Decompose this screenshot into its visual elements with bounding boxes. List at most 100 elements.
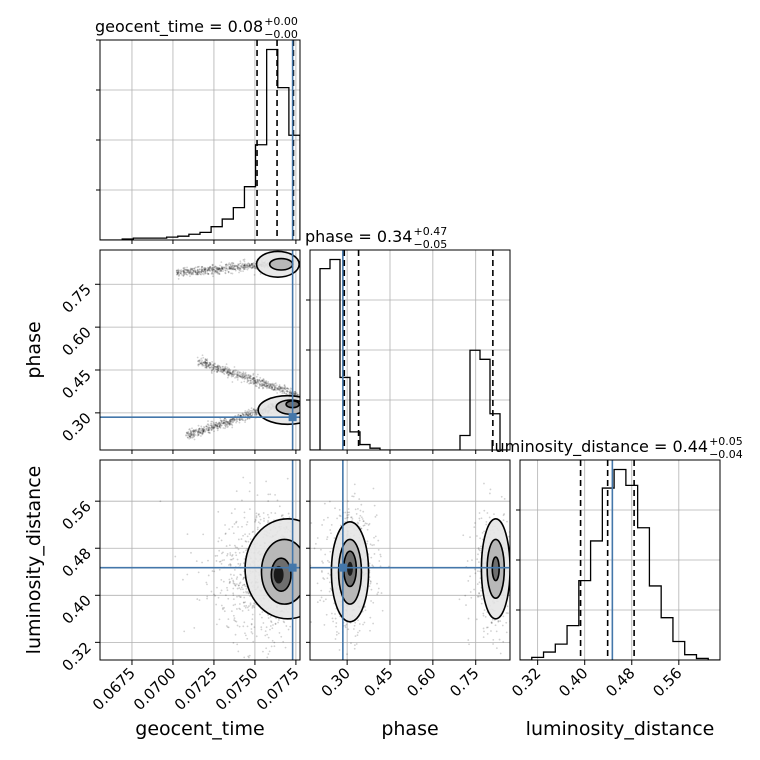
sample-point <box>251 381 254 384</box>
sample-point <box>240 414 243 417</box>
sample-point <box>505 631 508 634</box>
sample-point <box>283 387 285 390</box>
sample-point <box>232 373 235 376</box>
sample-point <box>212 275 214 278</box>
sample-point <box>212 426 214 429</box>
sample-point <box>189 433 192 435</box>
sample-point <box>284 388 287 391</box>
sample-point <box>225 418 227 421</box>
sample-point <box>244 634 247 637</box>
sample-point <box>205 364 208 367</box>
sample-point <box>206 269 209 271</box>
sample-point <box>351 518 354 520</box>
sample-point <box>186 573 189 576</box>
sample-point <box>234 603 237 606</box>
sample-point <box>253 377 256 380</box>
sample-point <box>195 560 198 563</box>
sample-point <box>196 273 199 276</box>
sample-point <box>244 410 247 412</box>
sample-point <box>197 424 200 427</box>
sample-point <box>231 264 234 266</box>
sample-point <box>238 607 241 610</box>
sample-point <box>248 376 250 378</box>
sample-point <box>360 527 363 530</box>
sample-point <box>239 418 241 421</box>
sample-point <box>232 373 234 376</box>
sample-point <box>279 386 282 389</box>
sample-point <box>186 273 189 276</box>
sample-point <box>244 375 246 378</box>
sample-point <box>294 390 297 393</box>
sample-point <box>193 432 196 435</box>
sample-point <box>213 268 215 271</box>
sample-point <box>206 361 209 364</box>
sample-point <box>236 643 239 646</box>
sample-point <box>246 521 249 523</box>
sample-point <box>367 524 370 526</box>
sample-point <box>231 373 234 376</box>
sample-point <box>495 647 498 650</box>
sample-point <box>183 268 186 271</box>
sample-point <box>182 271 185 274</box>
sample-point <box>243 267 246 270</box>
sample-point <box>476 535 478 537</box>
sample-point <box>185 273 188 276</box>
sample-point <box>250 266 253 269</box>
sample-point <box>185 269 187 271</box>
sample-point <box>310 621 312 623</box>
sample-point <box>198 430 200 433</box>
sample-point <box>201 432 204 435</box>
sample-point <box>223 424 226 427</box>
sample-point <box>206 365 209 368</box>
sample-point <box>469 591 472 593</box>
sample-point <box>198 363 200 366</box>
sample-point <box>293 390 296 393</box>
sample-point <box>237 374 240 376</box>
sample-point <box>251 264 254 267</box>
sample-point <box>209 266 212 269</box>
sample-point <box>366 542 368 545</box>
sample-point <box>196 273 198 276</box>
sample-point <box>488 492 491 495</box>
sample-point <box>212 367 215 369</box>
sample-point <box>230 418 233 421</box>
sample-point <box>354 621 357 624</box>
sample-point <box>236 268 239 270</box>
sample-point <box>205 361 208 364</box>
sample-point <box>507 612 509 615</box>
sample-point <box>224 368 227 370</box>
sample-point <box>243 656 246 659</box>
sample-point <box>241 609 244 612</box>
sample-point <box>234 370 236 373</box>
sample-point <box>319 599 322 602</box>
sample-point <box>229 418 232 421</box>
sample-point <box>241 584 244 587</box>
sample-point <box>248 374 251 377</box>
sample-point <box>203 268 206 271</box>
panel-frame <box>309 459 511 661</box>
sample-point <box>212 423 215 426</box>
sample-point <box>360 503 363 506</box>
sample-point <box>239 414 242 417</box>
sample-point <box>188 272 191 274</box>
sample-point <box>230 373 233 375</box>
sample-point <box>204 272 207 275</box>
sample-point <box>265 380 268 382</box>
sample-point <box>211 424 213 427</box>
sample-point <box>228 266 231 268</box>
x-axis-label: geocent_time <box>135 718 264 740</box>
sample-point <box>205 364 207 366</box>
sample-point <box>502 519 505 522</box>
sample-point <box>248 417 251 420</box>
sample-point <box>250 411 253 413</box>
sample-point <box>219 424 222 426</box>
sample-point <box>232 370 235 372</box>
sample-point <box>219 592 222 594</box>
sample-point <box>198 363 201 366</box>
sample-point <box>240 265 243 268</box>
sample-point <box>357 631 359 634</box>
sample-point <box>190 267 192 270</box>
sample-point <box>264 381 267 383</box>
sample-point <box>254 410 257 413</box>
sample-point <box>225 421 228 423</box>
